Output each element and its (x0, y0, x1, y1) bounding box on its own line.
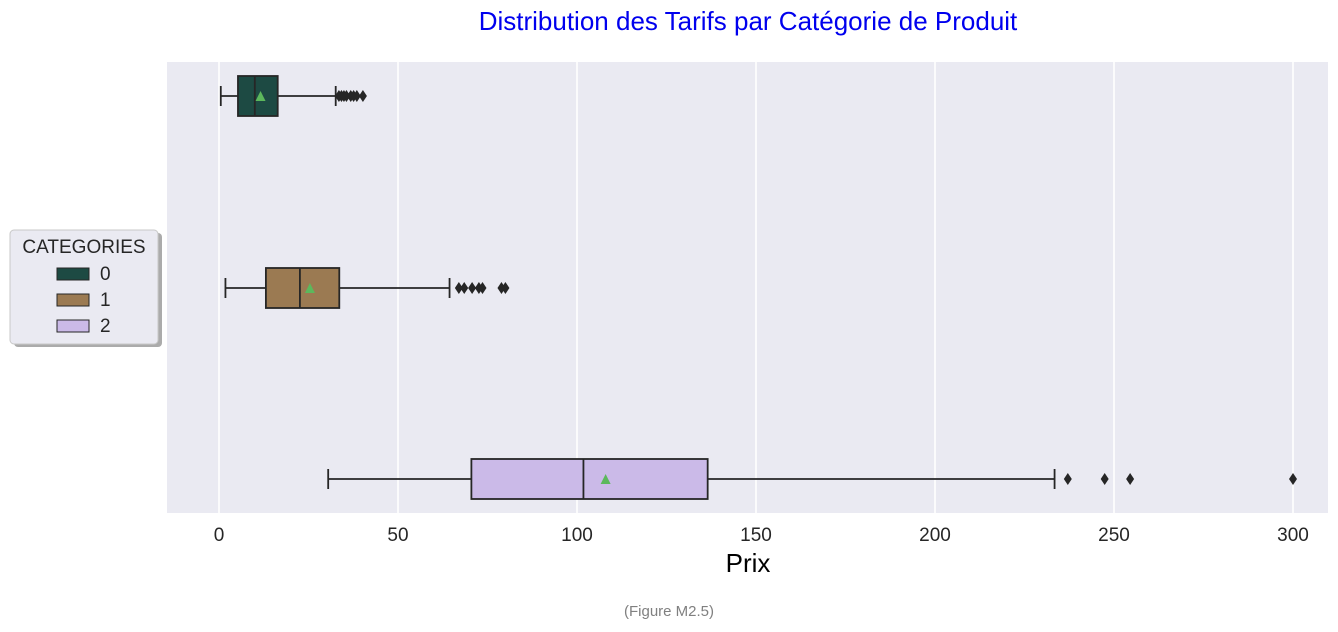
outlier-2-0 (1063, 473, 1072, 485)
x-axis-ticks: 0 50 100 150 200 250 300 (214, 525, 1309, 546)
legend-swatch-0 (56, 267, 90, 281)
outlier-1-4 (478, 282, 487, 294)
boxes (219, 75, 1297, 500)
x-tick-label-50: 50 (387, 525, 408, 546)
x-tick-label-0: 0 (214, 525, 225, 546)
x-tick-label-100: 100 (561, 525, 593, 546)
legend-label-0: 0 (100, 264, 111, 285)
iqr-box-0 (237, 75, 279, 117)
legend-title: CATEGORIES (22, 237, 145, 258)
legend-entries: 0 1 2 (56, 264, 111, 337)
figure-caption: (Figure M2.5) (623, 603, 715, 620)
outlier-0-7 (358, 90, 367, 102)
legend-swatch-2 (56, 319, 90, 333)
mean-marker-2 (600, 474, 611, 484)
outlier-1-2 (468, 282, 477, 294)
outlier-0-6 (352, 90, 361, 102)
iqr-box-2 (470, 458, 709, 500)
legend-swatch-1 (56, 293, 90, 307)
x-tick-label-150: 150 (740, 525, 772, 546)
outlier-2-2 (1126, 473, 1135, 485)
legend-frame (9, 229, 159, 345)
box-1 (224, 267, 510, 309)
outlier-2-3 (1289, 473, 1297, 485)
x-tick-label-250: 250 (1098, 525, 1130, 546)
outlier-1-6 (501, 282, 510, 294)
mean-marker-1 (304, 283, 315, 293)
outlier-0-3 (342, 90, 351, 102)
legend-label-2: 2 (100, 316, 111, 337)
chart-title: Distribution des Tarifs par Catégorie de… (479, 6, 1018, 36)
x-tick-label-300: 300 (1277, 525, 1309, 546)
legend: CATEGORIES 0 1 2 (9, 229, 162, 347)
legend-label-1: 1 (100, 290, 111, 311)
x-axis-label: Prix (726, 548, 771, 578)
mean-marker-0 (255, 91, 266, 101)
iqr-box-1 (264, 267, 341, 309)
outlier-1-1 (460, 282, 469, 294)
box-2 (327, 458, 1297, 500)
box-0 (219, 75, 367, 117)
outlier-2-1 (1100, 473, 1109, 485)
outlier-1-0 (454, 282, 463, 294)
x-tick-label-200: 200 (919, 525, 951, 546)
